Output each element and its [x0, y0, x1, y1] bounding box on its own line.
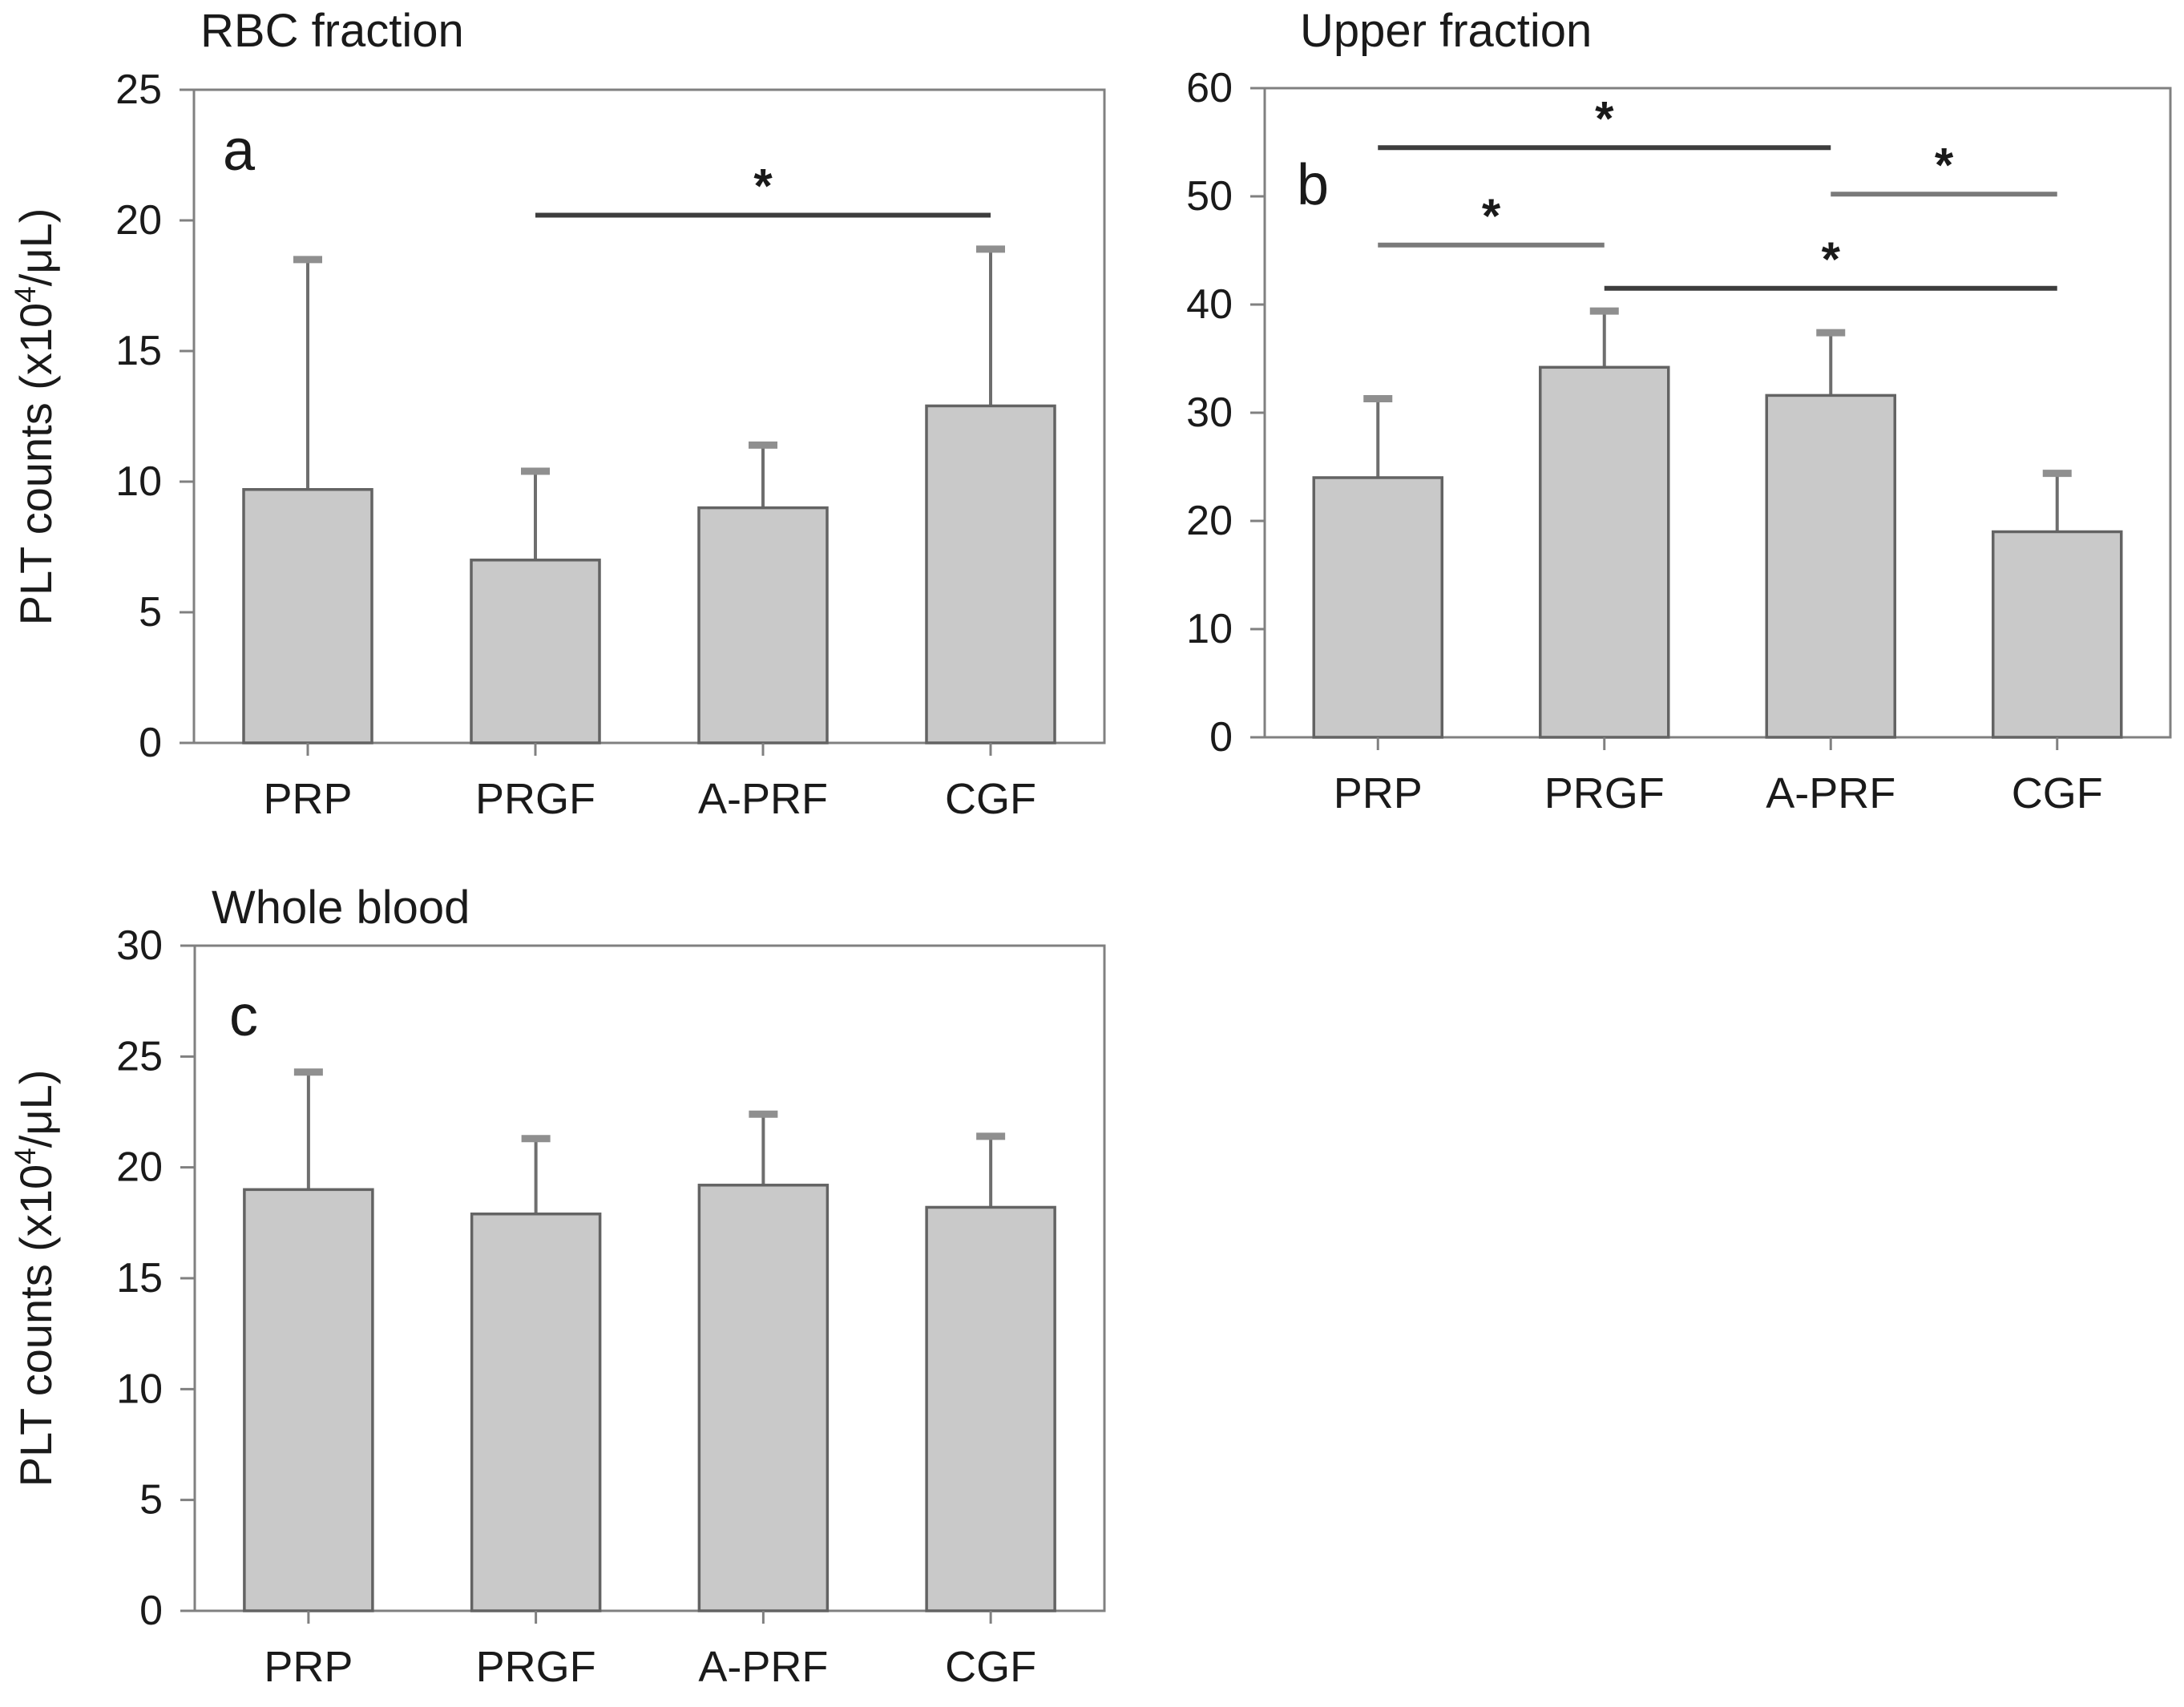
significance-asterisk-2: *: [1482, 189, 1501, 243]
y-axis-label: PLT counts (x104/μL): [9, 1070, 61, 1487]
y-tick-label: 10: [115, 458, 162, 505]
x-category-label-PRP: PRP: [264, 1643, 353, 1691]
bar-CGF: [925, 1205, 1056, 1612]
panel-c: 0 5 10 15 20 25 30 PRP PRGF A-PRF CGF Whole blood c P…: [9, 882, 1106, 1691]
y-tick-label: 50: [1186, 173, 1233, 220]
panel-letter: a: [223, 119, 256, 183]
y-tick-label: 20: [115, 197, 162, 244]
panel-letter: c: [229, 984, 258, 1048]
y-tick-label: 60: [1186, 65, 1233, 111]
x-category-label-CGF: CGF: [2012, 769, 2103, 817]
x-category-label-CGF: CGF: [945, 775, 1036, 823]
y-tick-label: 15: [115, 328, 162, 374]
x-category-label-PRGF: PRGF: [475, 775, 595, 823]
x-category-label-PRGF: PRGF: [1544, 769, 1665, 817]
y-tick-label: 20: [1186, 498, 1233, 544]
x-category-label-CGF: CGF: [945, 1643, 1036, 1691]
y-tick-label: 10: [116, 1366, 163, 1412]
bar-PRP: [1312, 476, 1443, 739]
x-category-label-A-PRF: A-PRF: [698, 775, 828, 823]
significance-asterisk-1: *: [1935, 138, 1954, 192]
y-tick-label: 0: [139, 720, 162, 766]
significance-asterisk-0: *: [1595, 91, 1614, 145]
bar-A-PRF: [697, 1184, 830, 1612]
panel-letter: b: [1297, 153, 1329, 217]
panel-title: RBC fraction: [200, 5, 464, 57]
x-category-label-A-PRF: A-PRF: [698, 1643, 828, 1691]
bar-PRGF: [1539, 365, 1670, 739]
x-category-label-PRGF: PRGF: [476, 1643, 596, 1691]
y-tick-label: 25: [115, 67, 162, 113]
y-tick-label: 10: [1186, 606, 1233, 652]
panel-title: Whole blood: [212, 882, 470, 934]
y-tick-label: 30: [1186, 389, 1233, 436]
y-tick-label: 15: [116, 1255, 163, 1301]
x-category-label-A-PRF: A-PRF: [1766, 769, 1895, 817]
plot-box: [192, 88, 1106, 745]
x-category-label-PRP: PRP: [263, 775, 352, 823]
y-tick-label: 0: [139, 1588, 163, 1634]
panel-a: 0 5 10 15 20 25 PRP PRGF A-PRF CGF * RBC fraction a P…: [9, 5, 1106, 823]
bar-CGF: [925, 404, 1056, 745]
y-tick-label: 40: [1186, 281, 1233, 328]
y-tick-label: 5: [139, 589, 162, 636]
y-tick-label: 0: [1209, 714, 1233, 761]
y-axis-label: PLT counts (x104/μL): [9, 208, 61, 626]
bar-PRGF: [470, 559, 601, 745]
y-tick-label: 20: [116, 1144, 163, 1191]
bar-A-PRF: [697, 506, 829, 745]
significance-asterisk-0: *: [753, 159, 773, 212]
bar-PRP: [242, 488, 373, 745]
y-tick-label: 25: [116, 1033, 163, 1079]
y-tick-label: 30: [116, 922, 163, 969]
bar-CGF: [1992, 530, 2123, 739]
y-tick-label: 5: [139, 1477, 163, 1523]
bar-PRGF: [470, 1213, 602, 1612]
panel-title: Upper fraction: [1300, 5, 1592, 57]
x-category-label-PRP: PRP: [1334, 769, 1423, 817]
bar-PRP: [243, 1188, 374, 1612]
bar-A-PRF: [1765, 393, 1896, 739]
significance-asterisk-3: *: [1822, 232, 1841, 286]
